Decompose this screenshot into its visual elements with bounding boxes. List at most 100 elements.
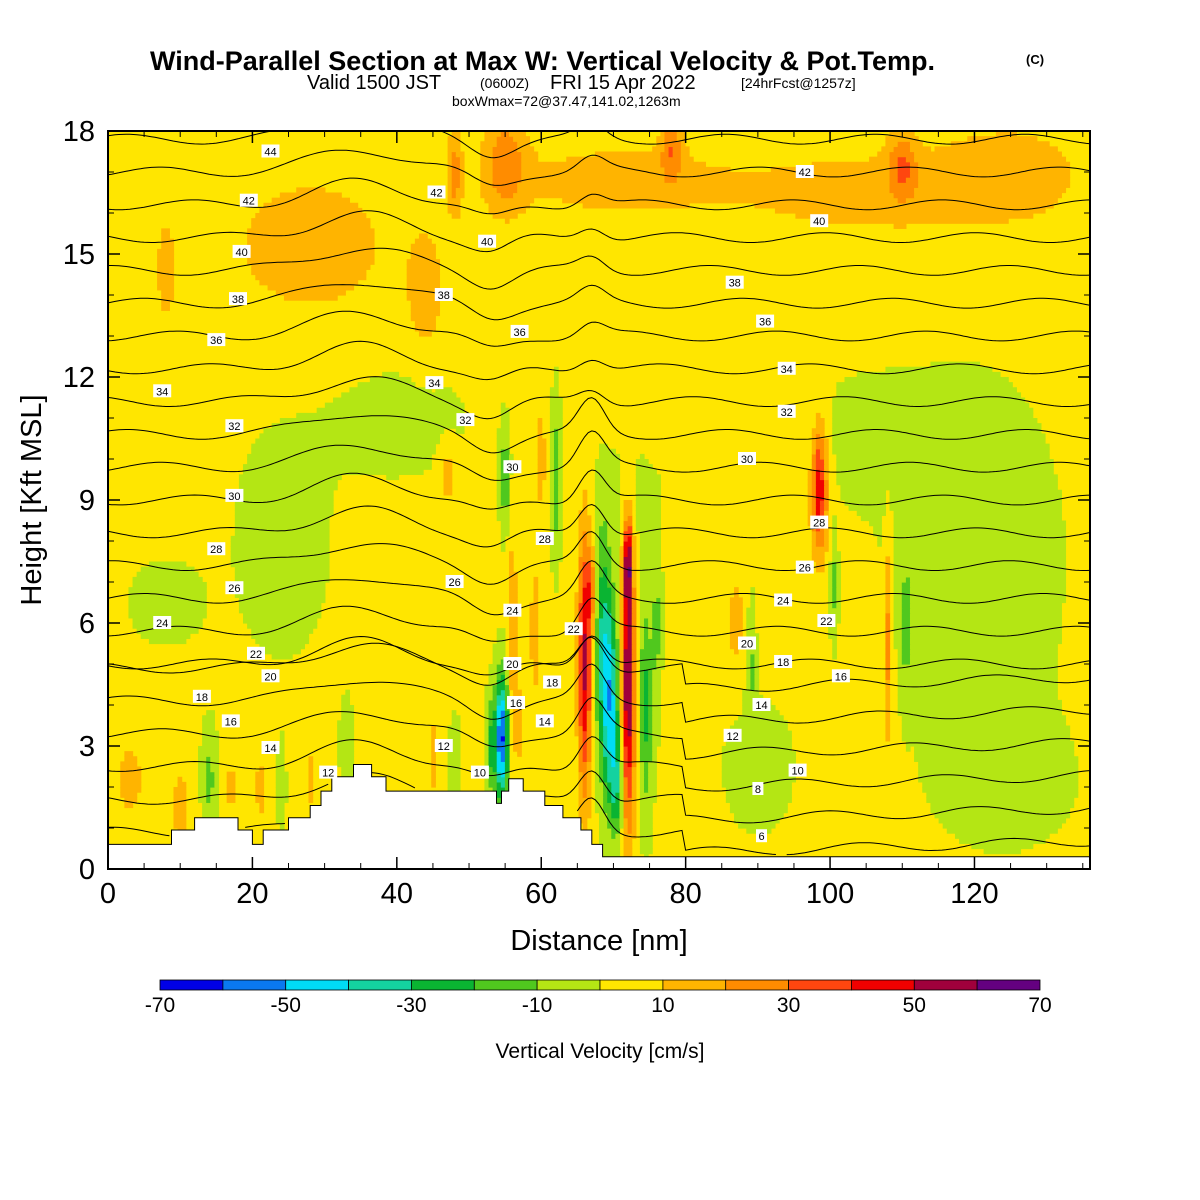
velocity-cell	[631, 566, 637, 573]
velocity-cell	[623, 561, 633, 568]
velocity-cell	[451, 172, 461, 178]
velocity-cell	[644, 694, 649, 701]
velocity-cell	[484, 694, 494, 701]
velocity-cell	[631, 751, 637, 757]
velocity-cell	[574, 638, 580, 645]
contour-label: 16	[510, 698, 522, 710]
velocity-cell	[488, 781, 498, 788]
contour-label: 18	[546, 678, 558, 690]
velocity-cell	[611, 551, 621, 557]
velocity-cell	[811, 510, 817, 516]
velocity-cell	[234, 525, 330, 532]
velocity-cell	[893, 571, 1067, 578]
theta-contour-line	[108, 149, 1090, 186]
velocity-cell	[824, 474, 829, 481]
velocity-cell	[807, 505, 813, 511]
velocity-cell	[549, 387, 559, 393]
velocity-cell	[828, 592, 833, 598]
velocity-cell	[623, 597, 629, 604]
velocity-cell	[226, 787, 236, 793]
velocity-cell	[644, 628, 649, 634]
velocity-cell	[594, 679, 600, 686]
velocity-cell	[832, 515, 837, 522]
colorbar-swatch	[348, 979, 412, 991]
velocity-cell	[668, 146, 674, 153]
velocity-cell	[648, 771, 657, 778]
velocity-cell	[639, 607, 653, 614]
velocity-cell	[644, 689, 649, 696]
velocity-cell	[914, 151, 1062, 158]
contour-label-bg	[153, 384, 172, 398]
velocity-cell	[341, 771, 355, 778]
contour-label-bg	[756, 829, 767, 843]
x-tick-label: 60	[525, 878, 557, 910]
velocity-cell	[234, 582, 326, 588]
contour-label-bg	[261, 144, 280, 158]
velocity-cell	[447, 161, 453, 168]
velocity-cell	[214, 771, 220, 778]
velocity-cell	[148, 638, 187, 645]
velocity-cell	[603, 612, 612, 619]
velocity-cell	[819, 510, 825, 516]
velocity-cell	[521, 166, 666, 173]
velocity-cell	[586, 787, 592, 793]
velocity-cell	[909, 623, 1062, 629]
velocity-cell	[500, 781, 506, 788]
theta-contour-line	[108, 430, 1090, 481]
velocity-cell	[639, 556, 661, 563]
velocity-cell	[619, 551, 625, 557]
velocity-cell	[811, 505, 817, 511]
velocity-cell	[652, 669, 661, 675]
velocity-cell	[627, 633, 633, 639]
velocity-cell	[128, 612, 207, 619]
velocity-cell	[611, 648, 616, 655]
velocity-cell	[619, 776, 625, 783]
velocity-cell	[590, 576, 596, 583]
velocity-cell	[488, 735, 498, 742]
velocity-cell	[631, 561, 637, 568]
velocity-cell	[517, 751, 522, 757]
chart-title-block: Wind-Parallel Section at Max W: Vertical…	[150, 46, 1044, 109]
velocity-cell	[500, 418, 510, 424]
velocity-cell	[680, 166, 731, 173]
velocity-cell	[828, 633, 837, 639]
velocity-cell	[889, 489, 1062, 496]
velocity-cell	[521, 161, 661, 168]
velocity-cell	[599, 561, 612, 568]
velocity-cell	[500, 494, 510, 501]
velocity-cell	[599, 658, 604, 665]
velocity-cell	[337, 740, 355, 747]
velocity-cell	[901, 648, 911, 655]
velocity-cell	[599, 751, 604, 757]
contour-label: 26	[228, 583, 240, 595]
velocity-cell	[279, 822, 285, 829]
velocity-cell	[656, 658, 666, 665]
velocity-cell	[885, 136, 919, 142]
velocity-cell	[648, 674, 653, 680]
velocity-cell	[611, 833, 616, 839]
velocity-cell	[815, 505, 821, 511]
velocity-cell	[901, 617, 911, 624]
velocity-cell	[623, 792, 629, 798]
velocity-cell	[599, 571, 604, 578]
velocity-cell	[648, 781, 657, 788]
velocity-cell	[623, 751, 629, 757]
contour-label: 24	[777, 596, 789, 608]
velocity-cell	[615, 623, 621, 629]
velocity-cell	[603, 781, 608, 788]
velocity-cell	[594, 725, 600, 732]
velocity-cell	[836, 602, 842, 609]
velocity-cell	[496, 459, 502, 465]
velocity-cell	[627, 643, 633, 650]
velocity-cell	[492, 166, 522, 173]
velocity-cell	[558, 474, 563, 481]
velocity-cell	[578, 817, 588, 824]
velocity-cell	[648, 684, 653, 691]
velocity-cell	[247, 248, 375, 255]
velocity-cell	[639, 561, 661, 568]
velocity-cell	[553, 587, 559, 593]
velocity-cell	[824, 494, 829, 501]
velocity-cell	[631, 592, 637, 598]
velocity-cell	[619, 628, 625, 634]
velocity-cell	[586, 751, 592, 757]
